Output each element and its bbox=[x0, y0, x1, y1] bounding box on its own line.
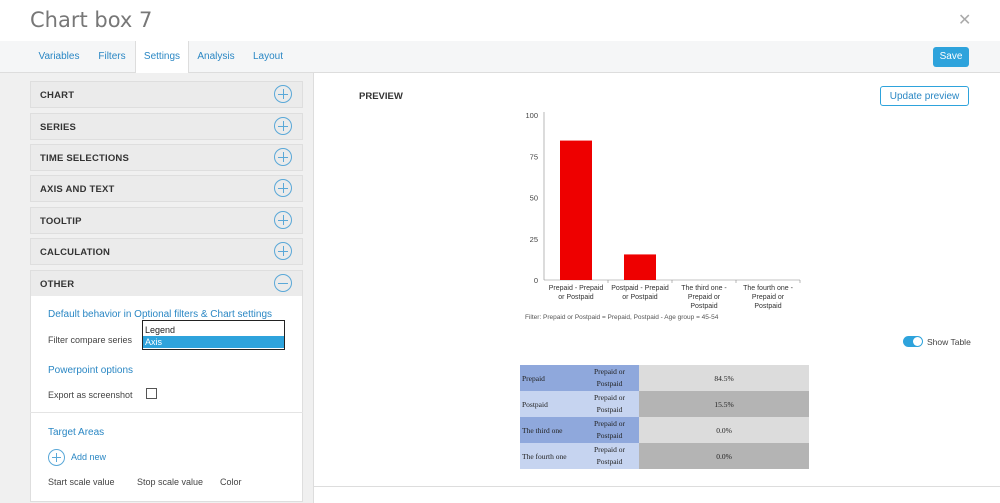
section-label: CALCULATION bbox=[40, 247, 111, 258]
add-new-link[interactable]: Add new bbox=[71, 452, 107, 462]
divider bbox=[314, 486, 1000, 487]
plus-circle-icon[interactable] bbox=[274, 85, 292, 103]
row-value-cell: 0.0% bbox=[639, 417, 809, 443]
x-tick-label: Postpaid bbox=[690, 303, 717, 310]
default-behavior-link[interactable]: Default behavior in Optional filters & C… bbox=[48, 309, 272, 320]
dropdown-option-legend[interactable]: Legend bbox=[145, 325, 176, 335]
bars bbox=[560, 140, 656, 280]
preview-label: PREVIEW bbox=[359, 91, 403, 102]
plus-circle-icon[interactable] bbox=[274, 211, 292, 229]
tab-filters[interactable]: Filters bbox=[98, 51, 126, 62]
section-axis-and-text[interactable]: AXIS AND TEXT bbox=[30, 175, 303, 202]
y-tick-label: 25 bbox=[530, 235, 538, 244]
show-table-toggle[interactable] bbox=[903, 336, 923, 347]
row-value-cell: 84.5% bbox=[639, 365, 809, 391]
plus-circle-icon[interactable] bbox=[274, 117, 292, 135]
table-row: Postpaid Prepaid or Postpaid 15.5% bbox=[520, 391, 809, 417]
export-screenshot-checkbox[interactable] bbox=[146, 388, 157, 399]
x-tick-label: The fourth one - bbox=[743, 285, 793, 292]
row-group-cell: Prepaid or Postpaid bbox=[580, 443, 639, 469]
table-row: The third one Prepaid or Postpaid 0.0% bbox=[520, 417, 809, 443]
tab-analysis[interactable]: Analysis bbox=[197, 51, 235, 62]
section-time-selections[interactable]: TIME SELECTIONS bbox=[30, 144, 303, 171]
table-row: Prepaid Prepaid or Postpaid 84.5% bbox=[520, 365, 809, 391]
row-name-cell: Postpaid bbox=[520, 391, 580, 417]
section-label: TIME SELECTIONS bbox=[40, 153, 130, 164]
y-tick-label: 100 bbox=[525, 111, 538, 120]
section-label: SERIES bbox=[40, 122, 77, 133]
section-label: OTHER bbox=[40, 279, 75, 290]
minus-circle-icon[interactable] bbox=[274, 274, 292, 292]
start-scale-header: Start scale value bbox=[48, 477, 115, 487]
row-group-cell: Prepaid or Postpaid bbox=[580, 391, 639, 417]
x-tick-label: or Postpaid bbox=[558, 294, 594, 301]
tab-layout[interactable]: Layout bbox=[252, 51, 284, 62]
section-series[interactable]: SERIES bbox=[30, 113, 303, 140]
data-table: Prepaid Prepaid or Postpaid 84.5% Postpaid P… bbox=[520, 365, 809, 469]
y-tick-label: 75 bbox=[530, 152, 538, 161]
row-name-cell: The fourth one bbox=[520, 443, 580, 469]
tab-settings[interactable]: Settings bbox=[135, 41, 189, 73]
close-icon[interactable]: ✕ bbox=[958, 12, 972, 29]
section-label: AXIS AND TEXT bbox=[40, 184, 115, 195]
x-tick-label: or Postpaid bbox=[622, 294, 658, 301]
show-table-label: Show Table bbox=[927, 337, 971, 347]
row-name-cell: Prepaid bbox=[520, 365, 580, 391]
save-button[interactable]: Save bbox=[933, 47, 969, 67]
row-group-cell: Prepaid or Postpaid bbox=[580, 417, 639, 443]
dropdown-option-axis[interactable]: Axis bbox=[143, 336, 284, 348]
title-bar: Chart box 7 ✕ bbox=[0, 0, 1000, 42]
stop-scale-header: Stop scale value bbox=[137, 477, 204, 487]
x-axis-labels: Prepaid - Prepaid or Postpaid Postpaid - P… bbox=[549, 280, 801, 310]
update-preview-button[interactable]: Update preview bbox=[880, 86, 969, 106]
section-label: CHART bbox=[40, 90, 75, 101]
plus-circle-icon[interactable] bbox=[274, 242, 292, 260]
filter-compare-label: Filter compare series bbox=[48, 335, 133, 345]
row-value-cell: 0.0% bbox=[639, 443, 809, 469]
chart-filter-text: Filter: Prepaid or Postpaid = Prepaid, P… bbox=[525, 314, 719, 321]
section-tooltip[interactable]: TOOLTIP bbox=[30, 207, 303, 234]
filter-compare-dropdown[interactable]: Legend Axis bbox=[142, 320, 285, 350]
x-tick-label: Postpaid bbox=[754, 303, 781, 310]
divider bbox=[30, 412, 303, 413]
plus-circle-icon[interactable] bbox=[274, 148, 292, 166]
x-tick-label: Prepaid - Prepaid bbox=[549, 285, 604, 292]
bar[interactable] bbox=[560, 140, 592, 280]
plus-circle-icon[interactable] bbox=[274, 179, 292, 197]
row-name-cell: The third one bbox=[520, 417, 580, 443]
color-header: Color bbox=[220, 477, 242, 487]
target-areas-link[interactable]: Target Areas bbox=[48, 427, 105, 438]
y-tick-label: 50 bbox=[530, 194, 538, 203]
table-row: The fourth one Prepaid or Postpaid 0.0% bbox=[520, 443, 809, 469]
x-tick-label: Postpaid - Prepaid bbox=[611, 285, 669, 292]
toggle-knob bbox=[913, 337, 922, 346]
section-other[interactable]: OTHER bbox=[30, 270, 303, 297]
section-chart[interactable]: CHART bbox=[30, 81, 303, 108]
add-circle-icon[interactable] bbox=[48, 449, 65, 466]
section-label: TOOLTIP bbox=[40, 216, 82, 227]
powerpoint-options-link[interactable]: Powerpoint options bbox=[48, 365, 134, 376]
row-group-cell: Prepaid or Postpaid bbox=[580, 365, 639, 391]
bar[interactable] bbox=[624, 254, 656, 280]
tab-variables[interactable]: Variables bbox=[38, 51, 80, 62]
x-tick-label: Prepaid or bbox=[688, 294, 721, 301]
x-tick-label: Prepaid or bbox=[752, 294, 785, 301]
y-tick-label: 0 bbox=[534, 276, 538, 285]
x-tick-label: The third one - bbox=[681, 285, 727, 292]
export-screenshot-label: Export as screenshot bbox=[48, 390, 133, 400]
row-value-cell: 15.5% bbox=[639, 391, 809, 417]
window-title: Chart box 7 bbox=[30, 8, 153, 32]
tab-bar: Variables Filters Settings Analysis Layo… bbox=[0, 41, 1000, 73]
section-calculation[interactable]: CALCULATION bbox=[30, 238, 303, 265]
